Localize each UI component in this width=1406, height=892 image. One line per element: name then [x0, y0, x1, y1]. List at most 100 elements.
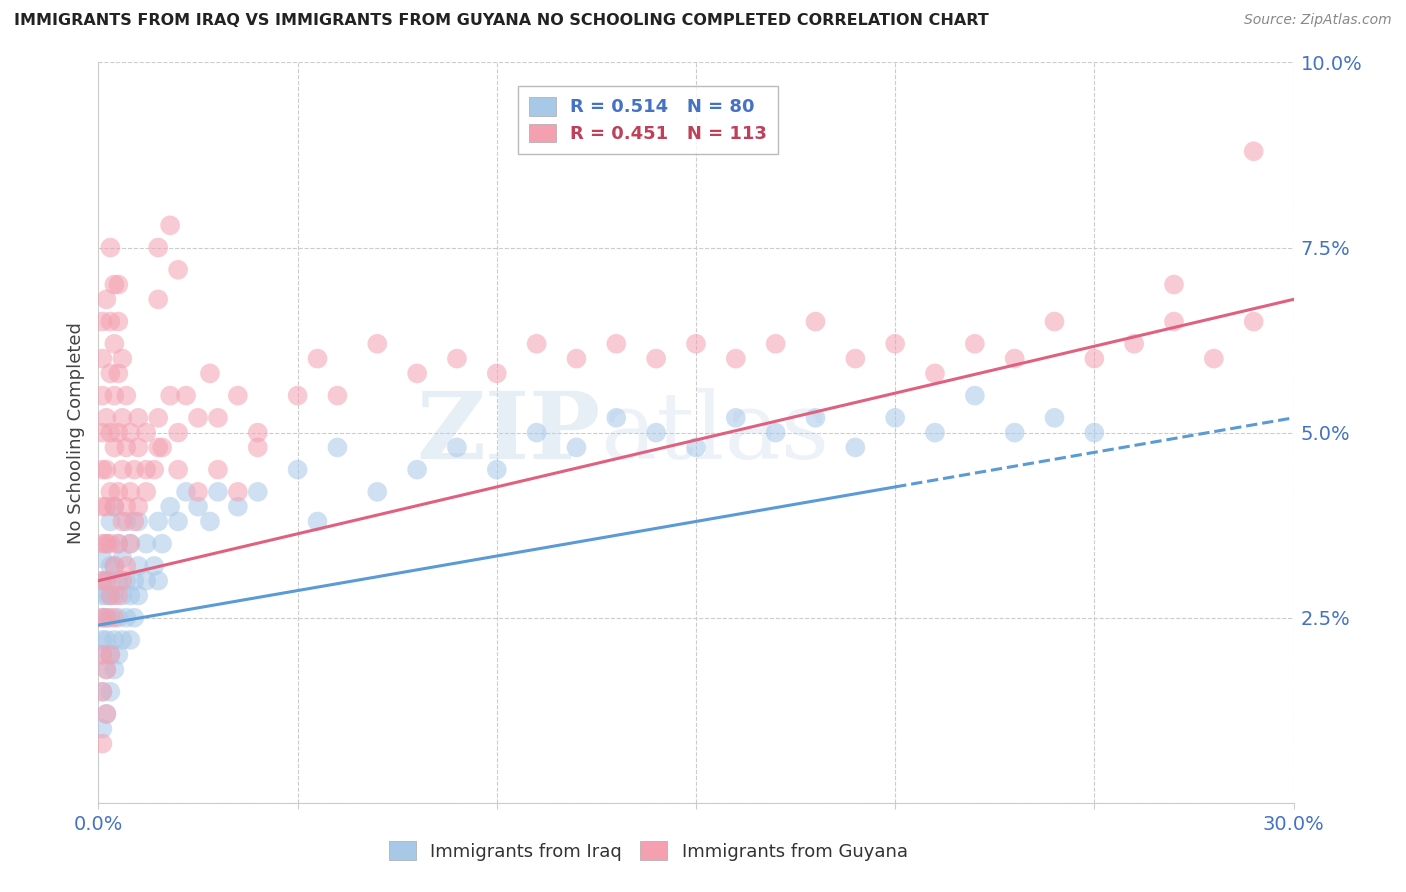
Point [207, 484, 229, 499]
Point [91, 388, 114, 402]
Point [207, 462, 229, 476]
Point [115, 388, 138, 402]
Point [127, 589, 149, 603]
Y-axis label: No Schooling Completed: No Schooling Completed [66, 322, 84, 543]
Point [159, 219, 181, 233]
Point [287, 462, 309, 476]
Point [135, 425, 157, 440]
Point [844, 351, 866, 366]
Point [804, 314, 827, 328]
Point [120, 425, 142, 440]
Point [226, 484, 249, 499]
Point [135, 574, 157, 588]
Point [1004, 351, 1026, 366]
Point [127, 558, 149, 573]
Point [246, 484, 269, 499]
Point [167, 262, 190, 277]
Point [127, 515, 149, 529]
Point [366, 484, 388, 499]
Point [127, 441, 149, 455]
Point [963, 388, 986, 402]
Point [167, 515, 190, 529]
Point [963, 336, 986, 351]
Point [246, 425, 269, 440]
Point [107, 425, 129, 440]
Point [103, 610, 125, 624]
Point [485, 462, 508, 476]
Point [685, 336, 707, 351]
Point [924, 425, 946, 440]
Point [924, 367, 946, 381]
Point [103, 558, 125, 573]
Point [127, 410, 149, 425]
Point [207, 410, 229, 425]
Text: atlas: atlas [600, 388, 830, 477]
Point [1043, 314, 1066, 328]
Point [98, 589, 122, 603]
Point [1163, 277, 1185, 292]
Point [111, 462, 134, 476]
Point [148, 240, 170, 255]
Point [187, 500, 209, 514]
Point [150, 536, 173, 550]
Point [103, 441, 125, 455]
Point [307, 351, 329, 366]
Point [198, 515, 221, 529]
Point [111, 551, 134, 566]
Point [565, 351, 588, 366]
Point [120, 536, 142, 550]
Point [1083, 425, 1105, 440]
Point [187, 410, 209, 425]
Point [226, 388, 249, 402]
Point [120, 484, 142, 499]
Point [526, 425, 548, 440]
Point [107, 536, 129, 550]
Point [96, 610, 118, 624]
Point [159, 388, 181, 402]
Point [91, 722, 114, 736]
Point [91, 737, 114, 751]
Point [107, 314, 129, 328]
Point [148, 515, 170, 529]
Point [167, 462, 190, 476]
Point [96, 706, 118, 721]
Point [174, 388, 197, 402]
Point [565, 441, 588, 455]
Point [645, 351, 668, 366]
Point [326, 388, 349, 402]
Point [605, 336, 627, 351]
Point [96, 632, 118, 647]
Point [326, 441, 349, 455]
Point [724, 351, 747, 366]
Point [98, 610, 122, 624]
Point [226, 500, 249, 514]
Point [115, 515, 138, 529]
Point [98, 240, 122, 255]
Point [167, 425, 190, 440]
Point [107, 484, 129, 499]
Point [96, 462, 118, 476]
Point [366, 336, 388, 351]
Point [124, 610, 146, 624]
Point [103, 632, 125, 647]
Point [159, 500, 181, 514]
Point [804, 410, 827, 425]
Point [107, 536, 129, 550]
Text: IMMIGRANTS FROM IRAQ VS IMMIGRANTS FROM GUYANA NO SCHOOLING COMPLETED CORRELATIO: IMMIGRANTS FROM IRAQ VS IMMIGRANTS FROM … [14, 13, 988, 29]
Point [91, 589, 114, 603]
Point [107, 277, 129, 292]
Point [91, 536, 114, 550]
Point [98, 314, 122, 328]
Point [91, 574, 114, 588]
Point [115, 574, 138, 588]
Point [96, 293, 118, 307]
Point [148, 574, 170, 588]
Point [98, 367, 122, 381]
Point [96, 706, 118, 721]
Point [111, 632, 134, 647]
Point [98, 515, 122, 529]
Point [96, 663, 118, 677]
Point [246, 441, 269, 455]
Point [98, 685, 122, 699]
Point [115, 500, 138, 514]
